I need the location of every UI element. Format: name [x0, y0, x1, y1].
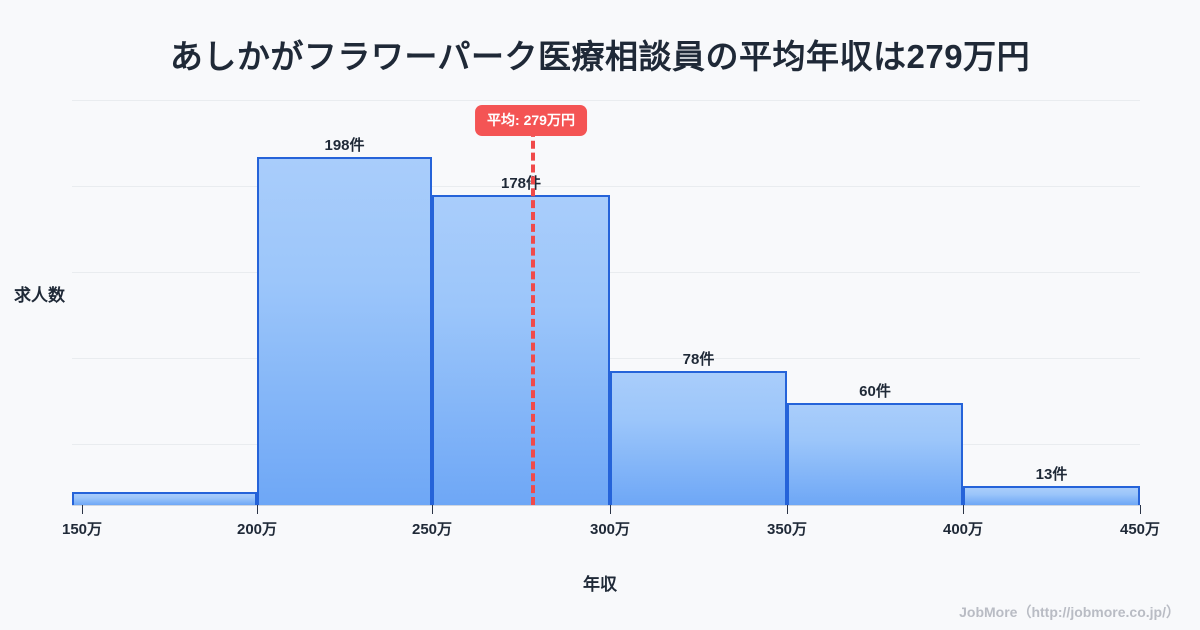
bar-label-200-250: 198件 — [324, 137, 365, 154]
bar-150-200[interactable] — [72, 492, 257, 505]
average-line — [531, 117, 535, 505]
bar-label-350-400: 60件 — [859, 383, 891, 400]
x-tick-label-350: 350万 — [766, 521, 808, 538]
x-tick — [963, 505, 964, 514]
bar-350-400[interactable] — [787, 403, 963, 505]
y-axis-title: 求人数 — [14, 286, 65, 305]
x-tick-label-300: 300万 — [589, 521, 631, 538]
bar-label-300-350: 78件 — [682, 351, 715, 368]
x-tick-label-250: 250万 — [411, 521, 453, 538]
watermark: JobMore（http://jobmore.co.jp/） — [959, 604, 1180, 620]
x-axis-line — [72, 505, 1140, 506]
x-tick — [82, 505, 83, 514]
x-tick — [1140, 505, 1141, 514]
bar-400-450[interactable] — [963, 486, 1140, 505]
x-tick-label-450: 450万 — [1119, 521, 1161, 538]
x-axis-title: 年収 — [583, 575, 617, 594]
x-tick-label-400: 400万 — [942, 521, 984, 538]
x-tick — [610, 505, 611, 514]
bar-250-300[interactable] — [432, 195, 610, 505]
gridline — [72, 186, 1140, 187]
average-badge: 平均: 279万円 — [475, 105, 587, 136]
page-title: あしかがフラワーパーク医療相談員の平均年収は279万円 — [169, 38, 1031, 75]
x-tick — [257, 505, 258, 514]
x-tick-label-200: 200万 — [236, 521, 278, 538]
plot-area: 198件 178件 78件 60件 13件 平均: 279万円 — [72, 99, 1140, 505]
bar-200-250[interactable] — [257, 157, 432, 505]
bar-300-350[interactable] — [610, 371, 787, 505]
bar-label-250-300: 178件 — [500, 175, 542, 192]
x-tick — [787, 505, 788, 514]
x-tick-label-150: 150万 — [61, 521, 103, 538]
bar-label-400-450: 13件 — [1035, 466, 1068, 483]
gridline — [72, 100, 1140, 101]
x-tick — [432, 505, 433, 514]
